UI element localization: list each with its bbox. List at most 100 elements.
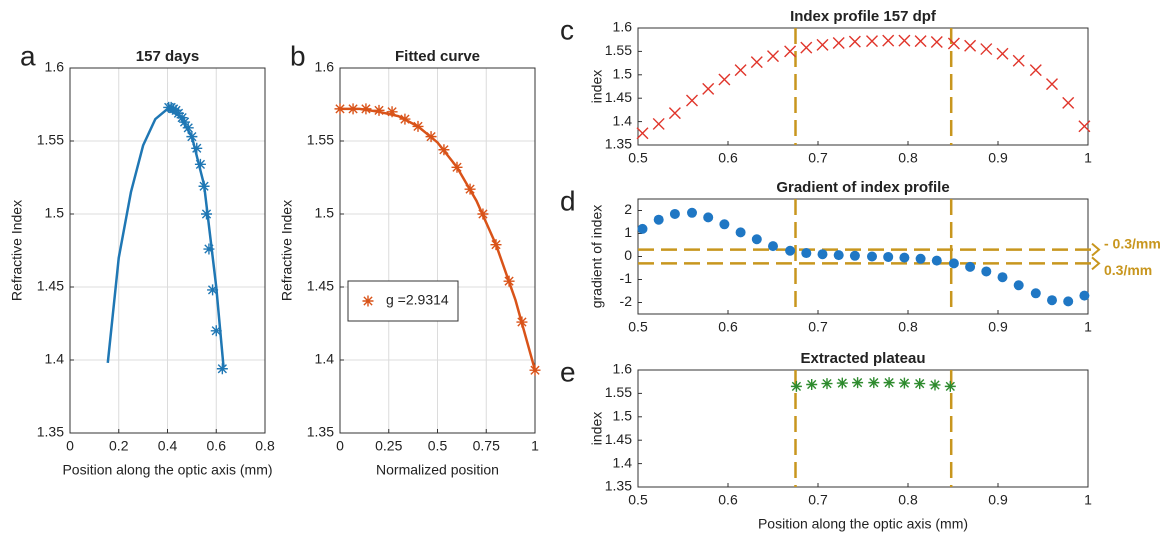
data-point — [451, 161, 463, 173]
axes-frame — [637, 27, 1089, 146]
data-point — [1062, 96, 1075, 109]
chart-title: 157 days — [136, 48, 199, 65]
y-axis-label: Refractive Index — [9, 200, 25, 301]
data-point — [849, 250, 860, 261]
y-tick-label: 1.6 — [613, 19, 633, 35]
y-axis-label: gradient of index — [589, 205, 605, 309]
data-point — [931, 255, 942, 266]
data-point — [1029, 64, 1042, 77]
data-point — [867, 251, 877, 262]
data-point — [503, 275, 515, 287]
x-tick-label: 0 — [336, 438, 344, 454]
data-point — [1013, 280, 1024, 291]
data-point — [768, 241, 778, 252]
data-point — [477, 208, 489, 220]
x-tick-label: 0.6 — [207, 438, 227, 454]
data-point — [883, 377, 895, 389]
data-point — [735, 227, 746, 238]
x-tick-label: 0 — [66, 438, 74, 454]
chart-title: Index profile 157 dpf — [790, 8, 937, 25]
data-point — [898, 377, 910, 389]
data-point — [207, 284, 219, 296]
x-tick-label: 0.8 — [898, 319, 918, 335]
x-tick-label: 0.6 — [718, 150, 738, 166]
x-tick-label: 1 — [531, 438, 539, 454]
y-tick-label: 1.4 — [45, 351, 65, 367]
data-point — [980, 43, 993, 56]
data-point — [833, 250, 844, 261]
x-tick-label: 0.4 — [158, 438, 178, 454]
data-point — [1012, 54, 1025, 67]
y-tick-label: 1.5 — [45, 205, 65, 221]
y-tick-label: 1.6 — [315, 59, 335, 75]
legend-label: g =2.9314 — [386, 292, 449, 308]
data-point — [801, 248, 812, 259]
y-axis-label: Refractive Index — [279, 200, 295, 301]
data-point — [687, 207, 697, 218]
chart-title: Fitted curve — [395, 48, 480, 65]
x-tick-label: 0.8 — [898, 492, 918, 508]
data-point — [386, 106, 398, 118]
data-point — [194, 158, 206, 170]
y-axis-label: index — [589, 412, 605, 445]
series-line — [340, 107, 537, 371]
x-tick-label: 0.2 — [109, 438, 129, 454]
y-tick-label: 1.35 — [605, 136, 632, 152]
data-point — [179, 116, 191, 128]
x-axis-label: Position along the optic axis (mm) — [62, 462, 272, 478]
plot-area — [638, 28, 1088, 145]
data-point — [734, 64, 747, 77]
axes-frame — [637, 369, 1089, 488]
y-tick-label: 1.5 — [613, 66, 633, 82]
x-tick-label: 0.9 — [988, 319, 1008, 335]
data-point — [182, 122, 194, 134]
data-point — [883, 251, 894, 262]
panel-label: d — [560, 185, 576, 216]
data-point — [848, 35, 861, 48]
x-tick-label: 1 — [1084, 319, 1092, 335]
arrow-head — [1091, 256, 1101, 271]
data-point — [1063, 296, 1074, 307]
data-point — [201, 208, 212, 220]
data-point — [790, 380, 802, 392]
x-tick-label: 0.6 — [718, 319, 738, 335]
x-tick-label: 0.5 — [628, 150, 648, 166]
data-point — [784, 45, 797, 58]
data-point — [718, 73, 731, 86]
data-point — [438, 144, 450, 156]
data-point — [334, 103, 346, 115]
x-tick-label: 0.7 — [808, 150, 828, 166]
y-tick-label: 1.35 — [307, 424, 334, 440]
data-point — [191, 142, 203, 154]
data-point — [751, 234, 762, 245]
data-point — [996, 47, 1009, 60]
data-point — [360, 103, 372, 115]
data-point — [668, 107, 681, 120]
data-point — [997, 272, 1008, 283]
data-point — [915, 253, 926, 264]
axes-frame — [69, 67, 266, 434]
data-point — [930, 36, 943, 49]
x-tick-label: 0.9 — [988, 492, 1008, 508]
y-tick-label: 1.45 — [307, 278, 334, 294]
data-point — [898, 34, 911, 47]
axes-frame — [339, 67, 536, 434]
y-tick-label: -2 — [620, 293, 633, 309]
y-tick-label: 1.55 — [605, 384, 632, 400]
data-point — [516, 316, 528, 328]
data-point — [914, 35, 927, 48]
y-tick-label: 1.45 — [37, 278, 64, 294]
data-point — [767, 50, 779, 63]
data-point — [686, 94, 698, 107]
data-point — [210, 325, 222, 337]
x-tick-label: 0.9 — [988, 150, 1008, 166]
data-point — [412, 120, 424, 132]
data-point — [702, 82, 715, 95]
data-point — [964, 39, 977, 52]
data-point — [653, 214, 664, 225]
data-point — [806, 379, 818, 391]
data-point — [399, 113, 411, 125]
y-tick-label: 1.4 — [315, 351, 335, 367]
y-tick-label: 1.4 — [613, 112, 633, 128]
y-tick-label: 1.4 — [613, 454, 633, 470]
